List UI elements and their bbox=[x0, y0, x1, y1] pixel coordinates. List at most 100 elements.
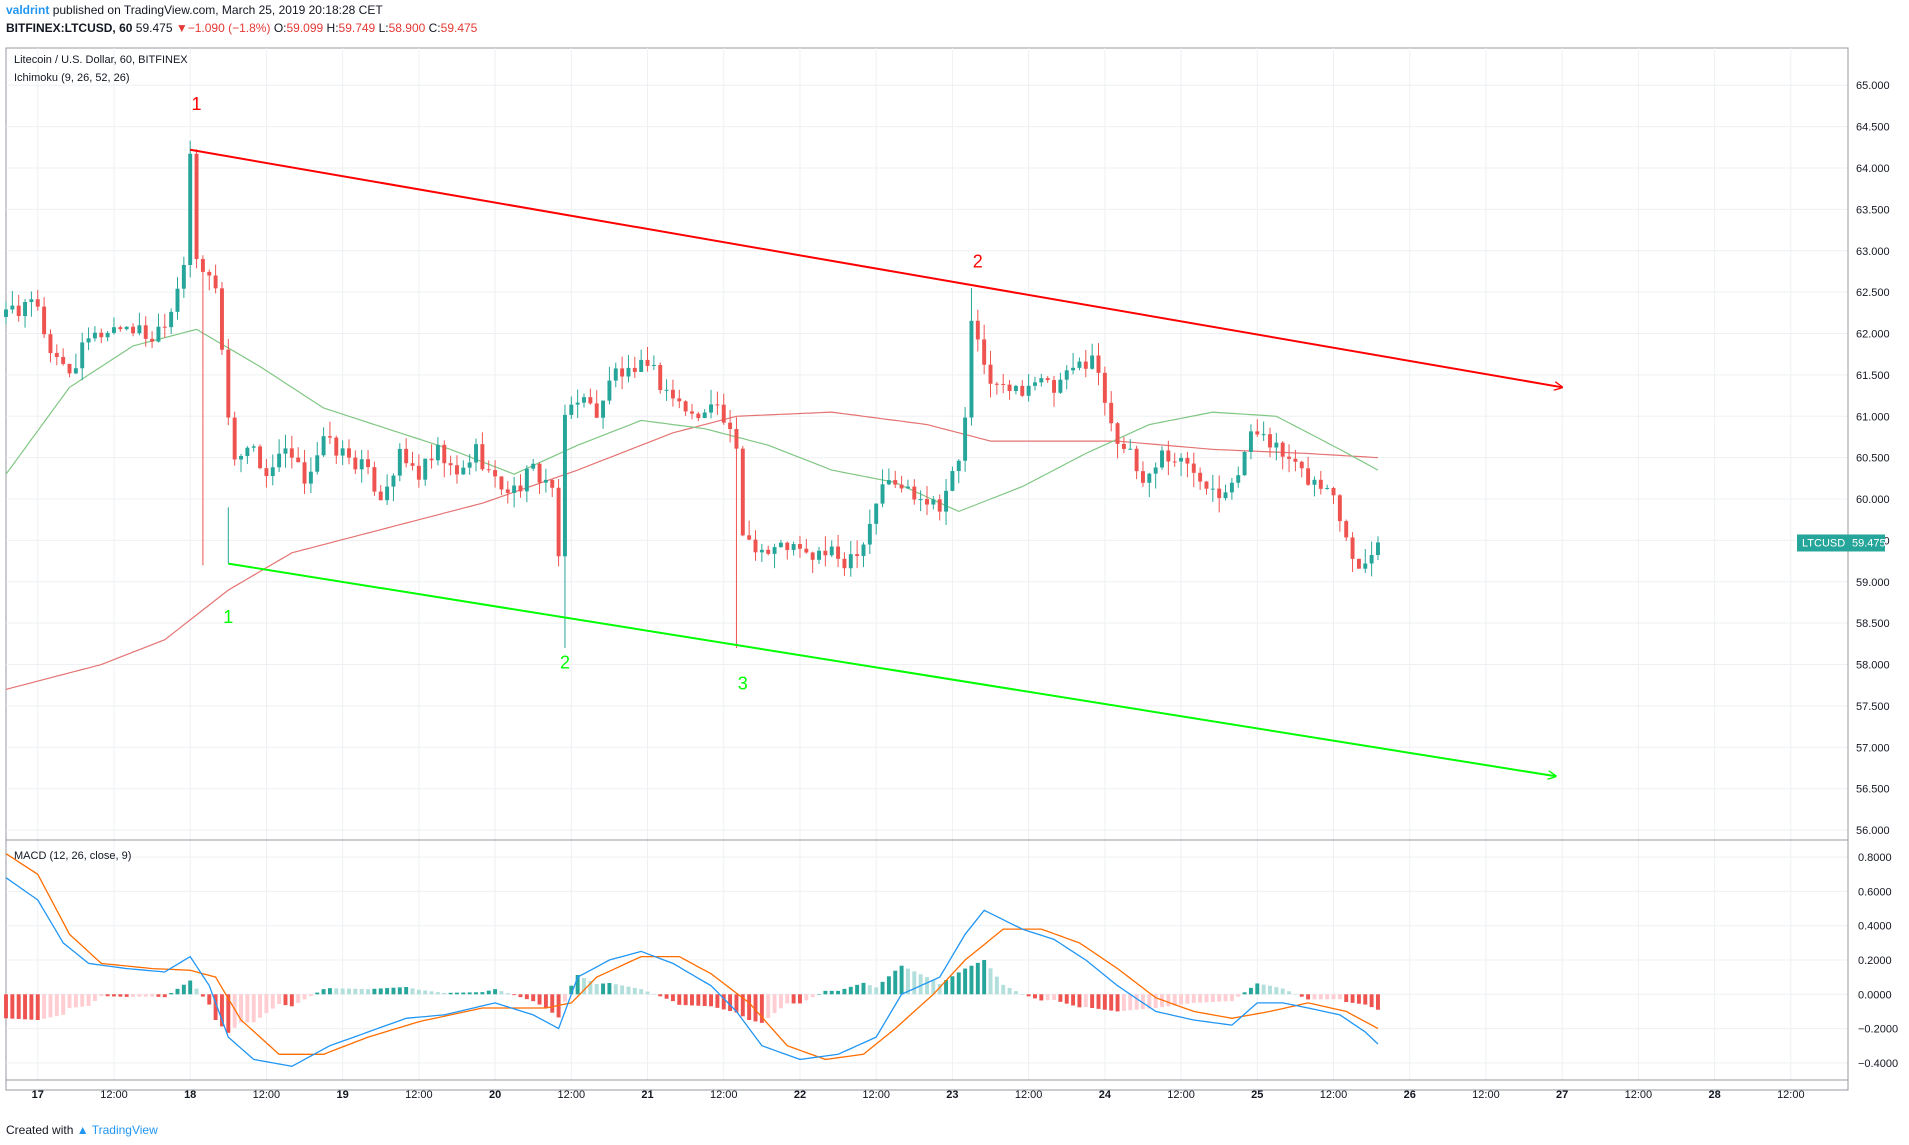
candle bbox=[1210, 474, 1215, 502]
candle bbox=[334, 435, 339, 464]
candle bbox=[150, 331, 155, 349]
candle-body bbox=[721, 404, 726, 423]
candle-body bbox=[410, 463, 415, 466]
macd-histogram-bar bbox=[690, 994, 694, 1006]
macd-histogram-bar bbox=[327, 988, 332, 995]
candle bbox=[1261, 421, 1266, 441]
candle bbox=[1121, 436, 1126, 454]
price-tick-label: 56.500 bbox=[1856, 784, 1890, 796]
candle-body bbox=[664, 389, 669, 391]
macd-histogram-bar bbox=[391, 987, 396, 995]
macd-histogram-bar bbox=[1331, 994, 1336, 1000]
candle-body bbox=[232, 417, 237, 460]
candle-body bbox=[1045, 378, 1050, 381]
macd-histogram-bar bbox=[1204, 994, 1209, 1003]
candle-body bbox=[448, 463, 453, 466]
macd-axis[interactable]: −0.4000 −0.2000 0.0000 0.2000 0.4000 0.6000 0.… bbox=[1858, 852, 1898, 1070]
candle-body bbox=[1255, 431, 1260, 435]
candle-body bbox=[1071, 367, 1076, 371]
candle bbox=[975, 309, 980, 352]
macd-histogram-bar bbox=[734, 994, 739, 1013]
tradingview-brand[interactable]: TradingView bbox=[91, 1123, 158, 1137]
candle bbox=[607, 366, 612, 405]
candle-body bbox=[1363, 563, 1368, 569]
candle-body bbox=[499, 476, 504, 490]
created-with-text: Created with bbox=[6, 1123, 74, 1137]
macd-histogram-bar bbox=[156, 994, 161, 997]
candle bbox=[740, 445, 745, 537]
candle-body bbox=[918, 499, 923, 501]
candle-body bbox=[899, 484, 904, 489]
macd-histogram-bar bbox=[1274, 987, 1279, 995]
macd-histogram-bar bbox=[1318, 994, 1323, 1000]
macd-histogram-bar bbox=[378, 988, 383, 995]
candle-body bbox=[1248, 431, 1253, 452]
candle-body bbox=[620, 368, 625, 377]
candle-body bbox=[632, 367, 637, 372]
macd-histogram-bar bbox=[29, 994, 34, 1020]
candle-body bbox=[61, 356, 66, 364]
candle-body bbox=[651, 364, 656, 366]
candle bbox=[105, 331, 110, 342]
candle bbox=[29, 291, 34, 317]
macd-histogram-bar bbox=[963, 968, 968, 995]
macd-histogram-bar bbox=[1147, 994, 1152, 1009]
macd-histogram-bar bbox=[956, 972, 961, 995]
candle-body bbox=[219, 288, 224, 350]
ichimoku-red-line bbox=[5, 411, 1379, 690]
candle bbox=[308, 457, 313, 494]
candle-body bbox=[975, 320, 980, 340]
time-axis[interactable]: 17 12:00 18 12:00 19 12:00 20 12:00 21 12:00 22 12:… bbox=[32, 1089, 1805, 1101]
candle-body bbox=[874, 503, 879, 524]
macd-histogram-bar bbox=[1268, 985, 1272, 995]
macd-histogram-bar bbox=[289, 994, 294, 1007]
candle bbox=[855, 540, 860, 569]
price-axis[interactable]: 56.000 56.500 57.000 57.500 58.000 58.500 59.0… bbox=[1856, 80, 1890, 837]
candle bbox=[1109, 391, 1114, 432]
macd-histogram-bar bbox=[969, 965, 974, 995]
macd-histogram-bar bbox=[848, 986, 853, 995]
candle bbox=[950, 466, 955, 492]
candle bbox=[1128, 439, 1133, 450]
candle bbox=[874, 503, 879, 535]
candle-body bbox=[817, 550, 821, 560]
candle-body bbox=[1020, 385, 1025, 396]
candle bbox=[937, 494, 942, 521]
candle-body bbox=[556, 487, 561, 557]
candle-body bbox=[1306, 468, 1311, 485]
candle bbox=[1096, 343, 1101, 386]
macd-histogram-bar bbox=[315, 992, 320, 995]
macd-histogram-bar bbox=[543, 994, 548, 1008]
candle-body bbox=[251, 446, 256, 448]
macd-histogram-bar bbox=[131, 994, 136, 997]
candle-body bbox=[937, 499, 942, 512]
macd-histogram-bar bbox=[264, 994, 269, 1014]
macd-histogram-bar bbox=[982, 960, 987, 995]
candle bbox=[918, 490, 923, 512]
macd-histogram-bar bbox=[664, 994, 669, 999]
macd-histogram-bar bbox=[499, 991, 504, 995]
candle-body bbox=[543, 479, 548, 483]
candle-body bbox=[67, 363, 72, 374]
macd-histogram-bar bbox=[747, 994, 752, 1020]
time-tick-label: 12:00 bbox=[1472, 1089, 1500, 1101]
candle bbox=[137, 312, 142, 336]
ichimoku-label[interactable]: Ichimoku (9, 26, 52, 26) bbox=[14, 72, 130, 84]
candle-body bbox=[994, 383, 999, 385]
price-tick-label: 64.000 bbox=[1856, 163, 1890, 175]
candle bbox=[54, 344, 59, 366]
candle-body bbox=[747, 535, 752, 540]
tradingview-logo-icon[interactable]: ▲ bbox=[76, 1123, 89, 1137]
candle bbox=[632, 356, 637, 378]
time-tick-label: 12:00 bbox=[405, 1089, 433, 1101]
macd-histogram-bar bbox=[397, 987, 402, 995]
macd-histogram-bar bbox=[1369, 994, 1374, 1008]
macd-label[interactable]: MACD (12, 26, close, 9) bbox=[14, 850, 131, 862]
candle bbox=[613, 362, 618, 388]
macd-histogram-bar bbox=[1001, 984, 1006, 995]
candle bbox=[543, 468, 548, 493]
macd-histogram-bar bbox=[219, 994, 224, 1027]
candle bbox=[194, 149, 199, 269]
username-link[interactable]: valdrint bbox=[6, 3, 50, 17]
